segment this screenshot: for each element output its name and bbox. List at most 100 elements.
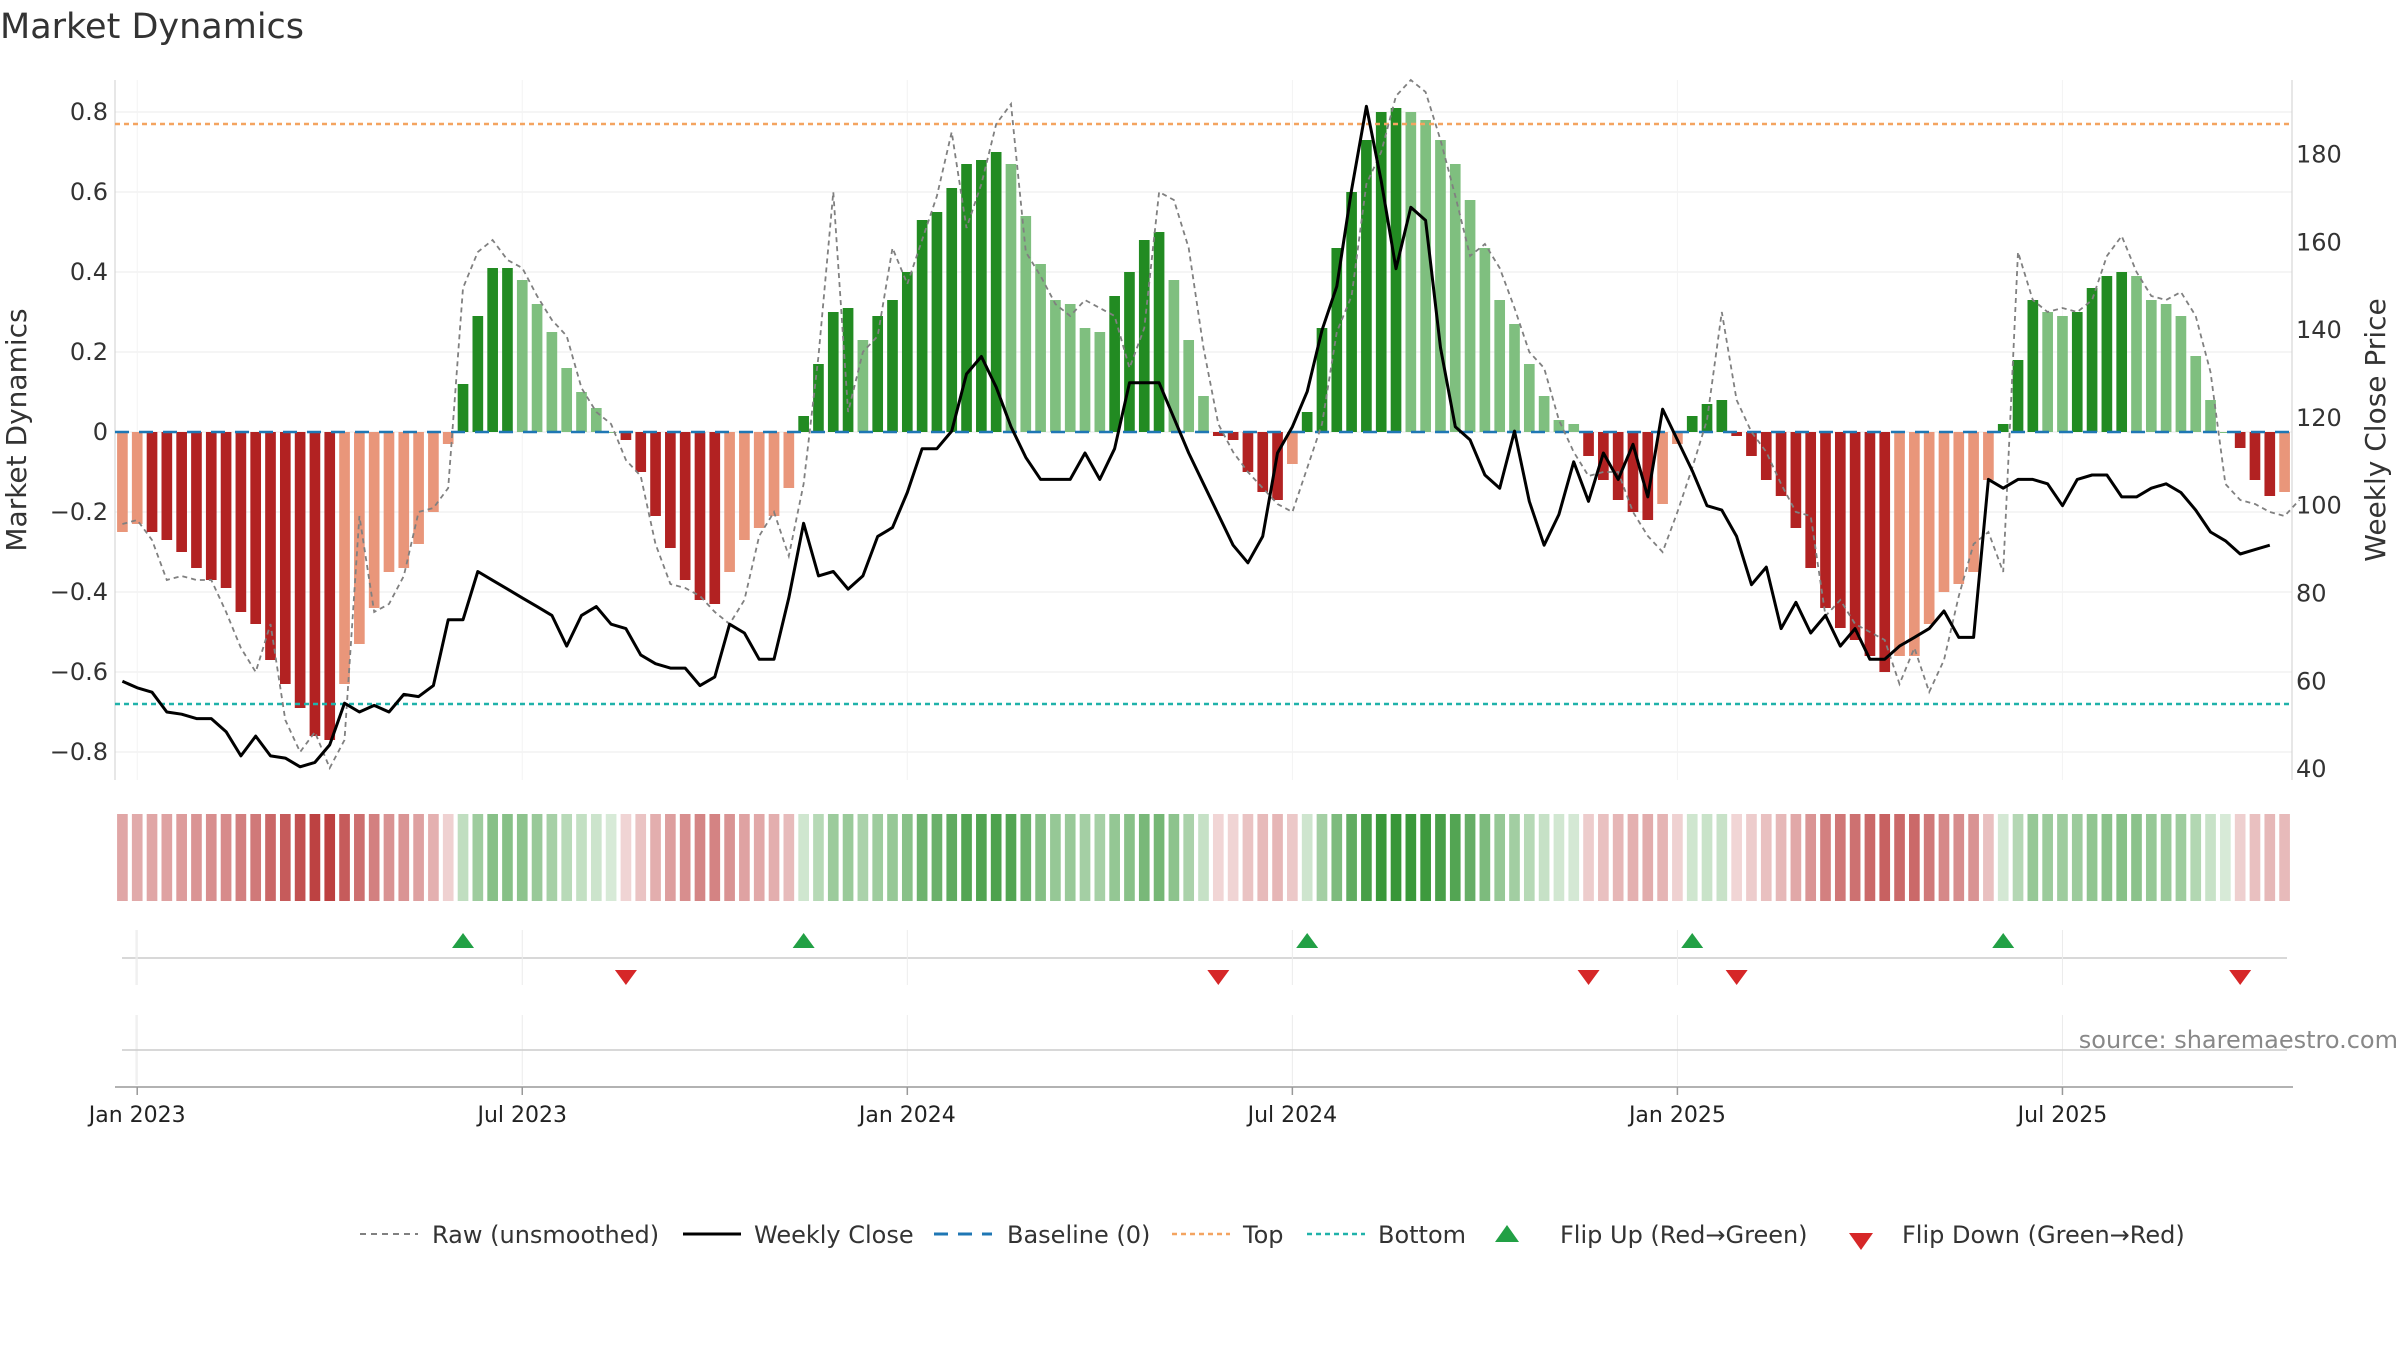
- heat-cell: [1138, 814, 1150, 901]
- dynamics-bar: [413, 432, 424, 544]
- heat-cell: [1212, 814, 1224, 901]
- dynamics-bar: [916, 220, 928, 432]
- dynamics-bar: [1316, 328, 1328, 432]
- heat-cell: [813, 814, 824, 901]
- heat-cell: [117, 814, 128, 901]
- heat-cell: [2071, 814, 2083, 901]
- flip-up-marker: [452, 933, 475, 948]
- heat-cell: [1464, 814, 1476, 901]
- dynamics-bar: [324, 432, 336, 740]
- heat-cell: [753, 814, 765, 901]
- heat-cell: [842, 814, 854, 901]
- dynamics-bar: [1109, 296, 1120, 432]
- right-tick-label: 40: [2296, 755, 2327, 783]
- heat-cell: [1287, 814, 1298, 901]
- left-tick-label: −0.8: [50, 738, 108, 766]
- dynamics-bar: [813, 364, 824, 432]
- heat-cell: [768, 814, 780, 901]
- heat-cell: [383, 814, 395, 901]
- dynamics-bar: [2071, 312, 2083, 432]
- heat-cell: [235, 814, 247, 901]
- heat-cell: [1509, 814, 1520, 901]
- dynamics-bar: [1212, 432, 1224, 436]
- flip-down-marker: [1207, 970, 1230, 985]
- dynamics-bar: [1686, 416, 1698, 432]
- dynamics-bar: [2279, 432, 2290, 492]
- heat-cell: [561, 814, 573, 901]
- dynamics-bar: [857, 340, 869, 432]
- date-tick-label: Jan 2025: [1627, 1103, 1726, 1128]
- dynamics-bar: [635, 432, 647, 472]
- dynamics-bar: [901, 272, 913, 432]
- date-tick-label: Jan 2024: [857, 1103, 956, 1128]
- flip-down-marker: [1577, 970, 1600, 985]
- heat-cell: [576, 814, 587, 901]
- dynamics-bar: [1953, 432, 1965, 584]
- heat-cell: [2057, 814, 2068, 901]
- dynamics-bar: [516, 280, 528, 432]
- dynamics-bar: [931, 212, 943, 432]
- heat-cell: [679, 814, 691, 901]
- dynamics-bar: [605, 432, 617, 433]
- dynamics-bar: [990, 152, 1002, 432]
- heat-cell: [1124, 814, 1135, 901]
- heat-cell: [2249, 814, 2261, 901]
- heat-cell: [798, 814, 809, 901]
- heat-cell: [1864, 814, 1876, 901]
- dynamics-bar: [827, 312, 839, 432]
- heat-cell: [1627, 814, 1639, 901]
- heat-cell: [1983, 814, 1994, 901]
- heat-cell: [1746, 814, 1757, 901]
- dynamics-bar: [620, 432, 632, 440]
- dynamics-bar: [1760, 432, 1772, 480]
- heat-cell: [398, 814, 410, 901]
- heat-cell: [783, 814, 795, 901]
- flip-down-marker: [614, 970, 637, 985]
- dynamics-bar: [2264, 432, 2276, 496]
- dynamics-bar: [1894, 432, 1905, 656]
- heat-cell: [1790, 814, 1802, 901]
- heat-cell: [650, 814, 661, 901]
- legend-top-label: Top: [1242, 1221, 1284, 1249]
- heat-cell: [1094, 814, 1106, 901]
- heat-cell: [1272, 814, 1283, 901]
- dynamics-bar: [679, 432, 691, 580]
- dynamics-bar: [650, 432, 661, 516]
- right-tick-label: 100: [2296, 492, 2342, 520]
- heat-cell: [1805, 814, 1817, 901]
- flip-up-marker: [792, 933, 815, 948]
- regime-heat-strip: [117, 814, 2290, 901]
- left-tick-label: 0.8: [70, 98, 108, 126]
- left-axis-label: Market Dynamics: [0, 308, 33, 551]
- heat-cell: [1050, 814, 1061, 901]
- dynamics-bar: [1553, 420, 1565, 432]
- heat-cell: [1198, 814, 1209, 901]
- dynamics-bar: [191, 432, 202, 568]
- dynamics-bar: [1642, 432, 1654, 520]
- left-tick-label: 0.4: [70, 258, 108, 286]
- dynamics-bar: [457, 384, 469, 432]
- heat-cell: [590, 814, 602, 901]
- dynamics-bar: [294, 432, 306, 708]
- dynamics-bar: [872, 316, 884, 432]
- heat-cell: [605, 814, 617, 901]
- date-tick-label: Jan 2023: [87, 1103, 186, 1128]
- dynamics-bar: [220, 432, 232, 588]
- dynamics-bar: [1153, 232, 1165, 432]
- heat-cell: [1494, 814, 1506, 901]
- dynamics-bar: [2234, 432, 2246, 448]
- dynamics-bar: [976, 160, 987, 432]
- heat-cell: [220, 814, 232, 901]
- dynamics-bar: [1820, 432, 1831, 608]
- heat-cell: [946, 814, 958, 901]
- heat-cell: [1005, 814, 1017, 901]
- heat-cell: [131, 814, 143, 901]
- dynamics-bar: [487, 268, 498, 432]
- dynamics-bar: [1005, 164, 1017, 432]
- heat-cell: [339, 814, 350, 901]
- heat-cell: [1079, 814, 1091, 901]
- dynamics-bar: [2042, 312, 2053, 432]
- right-tick-label: 80: [2296, 579, 2327, 607]
- heat-cell: [1227, 814, 1239, 901]
